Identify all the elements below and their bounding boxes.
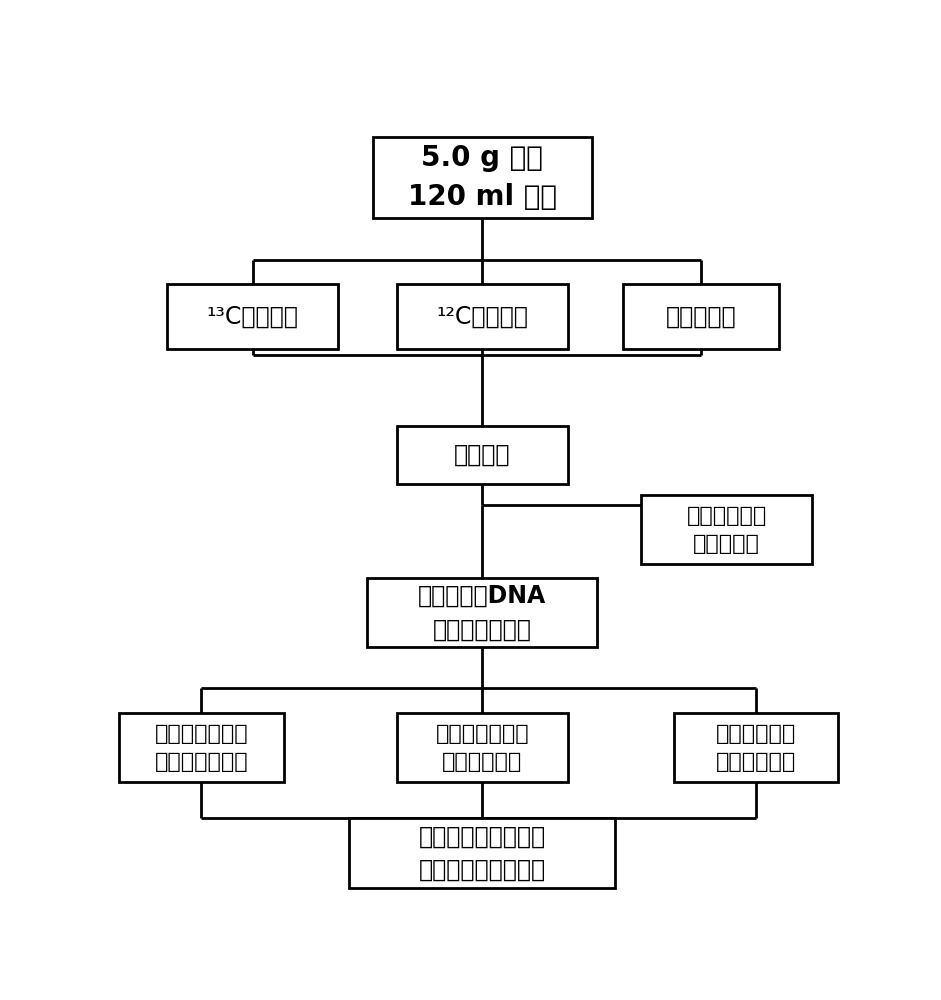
FancyBboxPatch shape <box>641 495 812 564</box>
FancyBboxPatch shape <box>373 137 592 218</box>
FancyBboxPatch shape <box>396 713 568 782</box>
FancyBboxPatch shape <box>167 284 338 349</box>
FancyBboxPatch shape <box>396 426 568 484</box>
FancyBboxPatch shape <box>349 818 615 888</box>
Text: 厂氧培养: 厂氧培养 <box>454 443 511 467</box>
Text: ¹³C标记甲酸: ¹³C标记甲酸 <box>207 304 298 328</box>
FancyBboxPatch shape <box>396 284 568 349</box>
Text: ¹²C标记甲酸: ¹²C标记甲酸 <box>437 304 528 328</box>
FancyBboxPatch shape <box>120 713 283 782</box>
Text: 提取土壤总DNA
超高速离心分层: 提取土壤总DNA 超高速离心分层 <box>418 584 547 642</box>
Text: 每三天测定一
次甲烷浓度: 每三天测定一 次甲烷浓度 <box>686 506 767 554</box>
Text: 原位揭示水稻土中甲
酸利用型产甲烷古菌: 原位揭示水稻土中甲 酸利用型产甲烷古菌 <box>419 824 546 882</box>
Text: 不添加甲酸: 不添加甲酸 <box>665 304 737 328</box>
Text: 产甲烷古菌系
统发育树分析: 产甲烷古菌系 统发育树分析 <box>715 724 796 772</box>
FancyBboxPatch shape <box>623 284 779 349</box>
Text: 产甲烷古菌特异
基因拷贝数分析: 产甲烷古菌特异 基因拷贝数分析 <box>154 724 248 772</box>
FancyBboxPatch shape <box>674 713 837 782</box>
FancyBboxPatch shape <box>367 578 598 647</box>
Text: 产甲烷古菌群落
组成指纹图谱: 产甲烷古菌群落 组成指纹图谱 <box>436 724 529 772</box>
Text: 5.0 g 土壤
120 ml 瓶子: 5.0 g 土壤 120 ml 瓶子 <box>407 144 557 211</box>
